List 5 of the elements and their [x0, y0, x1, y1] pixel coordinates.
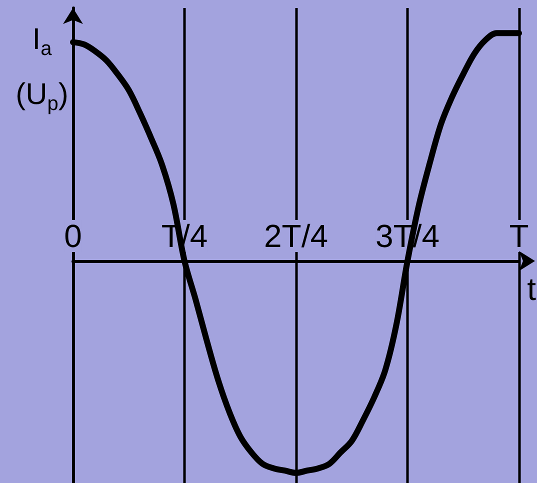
x-axis-title: t	[527, 270, 536, 307]
x-tick-label: 2T/4	[264, 218, 328, 254]
x-tick-label: 0	[64, 218, 82, 254]
y-axis-title: I$_{a}$ (U$_{p}$)	[14, 22, 70, 117]
x-tick-label: T	[509, 218, 529, 254]
